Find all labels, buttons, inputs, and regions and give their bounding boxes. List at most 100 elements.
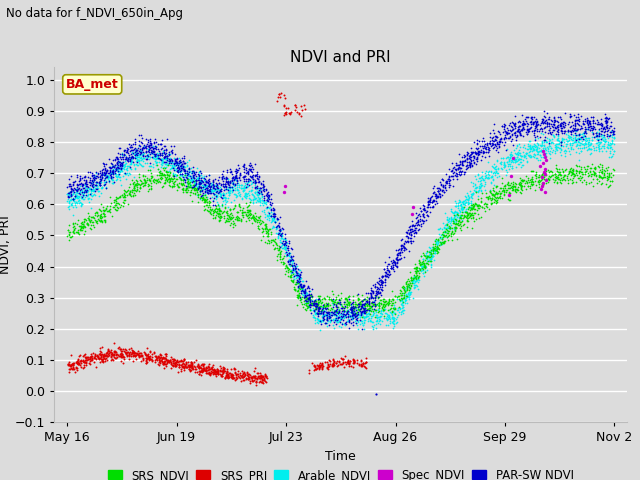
- Point: [250, 179, 260, 187]
- Point: [380, 301, 390, 309]
- Point: [304, 294, 314, 302]
- Point: [512, 153, 522, 161]
- Point: [101, 173, 111, 181]
- Point: [76, 361, 86, 369]
- Point: [530, 133, 540, 141]
- Point: [495, 159, 506, 167]
- Point: [195, 195, 205, 203]
- Point: [100, 180, 111, 187]
- Point: [531, 115, 541, 122]
- Point: [253, 215, 264, 222]
- Point: [378, 306, 388, 313]
- Point: [586, 165, 596, 172]
- Point: [124, 351, 134, 359]
- Point: [115, 154, 125, 161]
- Point: [198, 365, 209, 373]
- Point: [360, 298, 371, 305]
- Point: [252, 170, 262, 178]
- Point: [410, 209, 420, 217]
- Point: [350, 312, 360, 320]
- Point: [404, 295, 414, 302]
- Point: [583, 121, 593, 129]
- Point: [323, 312, 333, 320]
- Point: [404, 284, 414, 291]
- Point: [388, 256, 398, 264]
- Point: [70, 201, 81, 209]
- Point: [87, 171, 97, 179]
- Point: [458, 199, 468, 207]
- Point: [504, 160, 515, 168]
- Point: [187, 176, 197, 183]
- Point: [341, 360, 351, 368]
- Point: [507, 157, 517, 165]
- Point: [295, 273, 305, 280]
- Point: [191, 172, 201, 180]
- Point: [415, 215, 426, 223]
- Point: [394, 252, 404, 259]
- Point: [147, 174, 157, 181]
- Point: [505, 196, 515, 204]
- Point: [246, 166, 257, 173]
- Point: [523, 145, 533, 153]
- Point: [316, 307, 326, 314]
- Point: [463, 214, 474, 221]
- Point: [309, 366, 319, 374]
- Point: [479, 153, 490, 161]
- Point: [576, 135, 586, 143]
- Point: [452, 214, 462, 221]
- Point: [115, 167, 125, 175]
- Point: [481, 193, 491, 201]
- Point: [138, 172, 148, 180]
- Point: [433, 244, 443, 252]
- Point: [257, 376, 268, 384]
- Point: [142, 355, 152, 362]
- Point: [405, 238, 415, 245]
- Point: [490, 169, 500, 177]
- Point: [196, 366, 207, 373]
- Point: [340, 295, 351, 302]
- Point: [75, 172, 85, 180]
- Point: [590, 120, 600, 127]
- Point: [362, 305, 372, 313]
- Point: [396, 291, 406, 299]
- Point: [253, 184, 264, 192]
- Point: [130, 151, 140, 158]
- Point: [547, 117, 557, 125]
- Point: [76, 199, 86, 206]
- Point: [396, 311, 406, 318]
- Point: [230, 173, 241, 180]
- Point: [291, 261, 301, 268]
- Point: [406, 221, 417, 229]
- Point: [533, 156, 543, 164]
- Point: [291, 271, 301, 279]
- Point: [593, 136, 604, 144]
- Point: [381, 314, 391, 322]
- Point: [282, 251, 292, 258]
- Point: [225, 214, 235, 222]
- Point: [220, 374, 230, 382]
- Point: [500, 133, 510, 141]
- Point: [313, 305, 323, 313]
- Point: [64, 232, 74, 240]
- Point: [509, 122, 520, 130]
- Point: [508, 180, 518, 188]
- Point: [467, 209, 477, 216]
- Point: [212, 192, 223, 200]
- Point: [129, 184, 140, 192]
- Point: [216, 181, 227, 189]
- Point: [369, 298, 379, 305]
- Point: [390, 260, 400, 267]
- Point: [529, 145, 540, 153]
- Point: [122, 352, 132, 360]
- Point: [344, 317, 354, 324]
- Point: [322, 308, 332, 316]
- Point: [147, 172, 157, 180]
- Point: [165, 161, 175, 169]
- Point: [502, 158, 512, 166]
- Point: [343, 299, 353, 307]
- Point: [239, 161, 250, 169]
- Point: [175, 174, 186, 182]
- Point: [93, 187, 103, 194]
- Point: [606, 154, 616, 161]
- Point: [453, 211, 463, 219]
